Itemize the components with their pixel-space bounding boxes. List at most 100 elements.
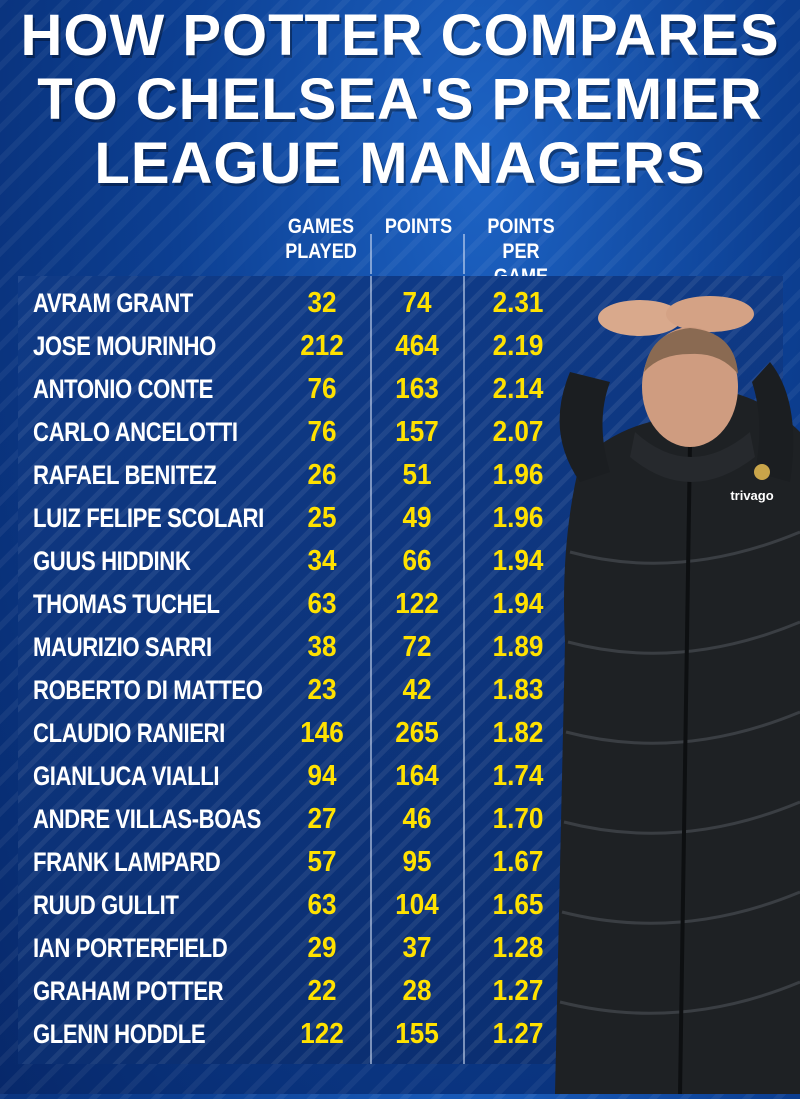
manager-name: THOMAS TUCHEL [33,589,220,619]
points-value: 28 [402,975,432,1007]
sponsor-logo: trivago [730,488,773,503]
points-value: 42 [402,674,432,706]
header-games-played: GAMES PLAYED [282,214,359,264]
games-played-value: 23 [307,674,337,706]
points-value: 163 [395,373,439,405]
games-played-value: 57 [307,846,337,878]
points-per-game-value: 1.70 [492,803,544,835]
header-points-line1: POINTS [384,215,453,238]
manager-name: CLAUDIO RANIERI [33,718,225,748]
points-value: 46 [402,803,432,835]
table-row: ROBERTO DI MATTEO 23 42 1.83 [18,669,578,712]
points-per-game-value: 1.27 [492,1018,544,1050]
header-ppg-line1: POINTS [487,215,555,238]
points-per-game-value: 1.27 [492,975,544,1007]
manager-name: JOSE MOURINHO [33,331,216,361]
games-played-value: 27 [307,803,337,835]
header-points: POINTS [378,214,460,239]
table-row: RAFAEL BENITEZ 26 51 1.96 [18,454,578,497]
column-divider-1 [370,276,372,1064]
manager-name: GLENN HODDLE [33,1019,206,1049]
table-row: FRANK LAMPARD 57 95 1.67 [18,841,578,884]
table-row: ANDRE VILLAS-BOAS 27 46 1.70 [18,798,578,841]
header-games-played-line1: GAMES [287,215,355,238]
header-divider-2 [463,234,465,274]
manager-name: LUIZ FELIPE SCOLARI [33,503,264,533]
manager-name: ROBERTO DI MATTEO [33,675,263,705]
games-played-value: 212 [300,330,344,362]
manager-name: GIANLUCA VIALLI [33,761,220,791]
games-played-value: 94 [307,760,337,792]
points-per-game-value: 1.96 [492,459,544,491]
points-per-game-value: 2.31 [492,287,544,319]
manager-name: ANTONIO CONTE [33,374,214,404]
table-row: THOMAS TUCHEL 63 122 1.94 [18,583,578,626]
table-row: MAURIZIO SARRI 38 72 1.89 [18,626,578,669]
table-row: ANTONIO CONTE 76 163 2.14 [18,368,578,411]
crest-icon [754,464,770,480]
games-played-value: 76 [307,373,337,405]
manager-name: IAN PORTERFIELD [33,933,228,963]
points-value: 49 [402,502,432,534]
games-played-value: 22 [307,975,337,1007]
table-row: RUUD GULLIT 63 104 1.65 [18,884,578,927]
manager-name: MAURIZIO SARRI [33,632,212,662]
points-per-game-value: 1.89 [492,631,544,663]
manager-photo: trivago [540,282,800,1095]
games-played-value: 32 [307,287,337,319]
games-played-value: 25 [307,502,337,534]
points-per-game-value: 2.07 [492,416,544,448]
points-value: 155 [395,1018,439,1050]
manager-name: CARLO ANCELOTTI [33,417,238,447]
table-row: JOSE MOURINHO 212 464 2.19 [18,325,578,368]
table-row: GRAHAM POTTER 22 28 1.27 [18,970,578,1013]
managers-table: AVRAM GRANT 32 74 2.31 JOSE MOURINHO 212… [18,276,783,1064]
points-per-game-value: 1.65 [492,889,544,921]
games-played-value: 122 [300,1018,344,1050]
table-row: GUUS HIDDINK 34 66 1.94 [18,540,578,583]
manager-name: GUUS HIDDINK [33,546,191,576]
points-per-game-value: 1.82 [492,717,544,749]
points-per-game-value: 1.28 [492,932,544,964]
table-row: CLAUDIO RANIERI 146 265 1.82 [18,712,578,755]
points-value: 66 [402,545,432,577]
games-played-value: 29 [307,932,337,964]
points-value: 37 [402,932,432,964]
header-games-played-line2: PLAYED [285,240,357,263]
points-per-game-value: 1.96 [492,502,544,534]
games-played-value: 26 [307,459,337,491]
manager-name: GRAHAM POTTER [33,976,224,1006]
points-per-game-value: 1.94 [492,545,544,577]
header-divider-1 [370,234,372,274]
points-value: 74 [402,287,432,319]
column-divider-2 [463,276,465,1064]
manager-figure-illustration: trivago [555,296,800,1095]
points-per-game-value: 1.94 [492,588,544,620]
table-row: AVRAM GRANT 32 74 2.31 [18,282,578,325]
games-played-value: 38 [307,631,337,663]
table-row: IAN PORTERFIELD 29 37 1.28 [18,927,578,970]
points-value: 122 [395,588,439,620]
points-value: 95 [402,846,432,878]
points-value: 157 [395,416,439,448]
table-row: GIANLUCA VIALLI 94 164 1.74 [18,755,578,798]
manager-name: AVRAM GRANT [33,288,193,318]
manager-name: RAFAEL BENITEZ [33,460,217,490]
points-value: 51 [402,459,432,491]
manager-name: ANDRE VILLAS-BOAS [33,804,261,834]
infographic-title: HOW POTTER COMPARES TO CHELSEA'S PREMIER… [20,3,780,196]
points-value: 164 [395,760,439,792]
points-per-game-value: 1.67 [492,846,544,878]
points-value: 265 [395,717,439,749]
games-played-value: 76 [307,416,337,448]
table-row: GLENN HODDLE 122 155 1.27 [18,1013,578,1056]
points-per-game-value: 2.14 [492,373,544,405]
games-played-value: 146 [300,717,344,749]
table-row: CARLO ANCELOTTI 76 157 2.07 [18,411,578,454]
points-value: 72 [402,631,432,663]
games-played-value: 34 [307,545,337,577]
points-value: 104 [395,889,439,921]
table-row: LUIZ FELIPE SCOLARI 25 49 1.96 [18,497,578,540]
manager-name: RUUD GULLIT [33,890,179,920]
games-played-value: 63 [307,889,337,921]
